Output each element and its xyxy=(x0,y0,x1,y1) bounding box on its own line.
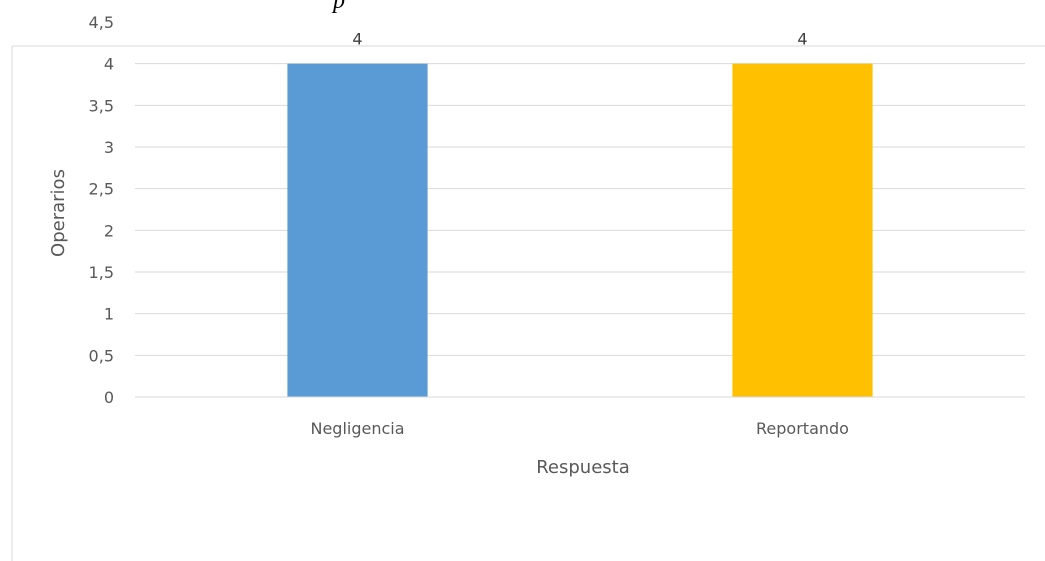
gridlines xyxy=(135,63,1025,398)
y-tick-label: 4 xyxy=(104,55,114,74)
bar-negligencia xyxy=(287,63,428,398)
y-tick-label: 4,5 xyxy=(89,13,114,32)
y-tick-label: 1 xyxy=(104,305,114,324)
bar-reportando xyxy=(732,63,873,398)
chart-title-fragment: p xyxy=(331,0,345,14)
y-tick-label: 0,5 xyxy=(89,346,114,365)
bars xyxy=(135,63,1025,398)
data-label: 4 xyxy=(352,30,362,49)
data-label: 4 xyxy=(797,30,807,49)
y-tick-label: 1,5 xyxy=(89,263,114,282)
x-tick-label: Negligencia xyxy=(310,419,404,438)
x-axis-title: Respuesta xyxy=(536,457,630,478)
y-tick-label: 0 xyxy=(104,388,114,407)
y-tick-label: 3 xyxy=(104,138,114,157)
x-tick-label: Reportando xyxy=(756,419,849,438)
x-axis-tick-labels: Negligencia Reportando xyxy=(310,419,848,438)
y-axis-tick-labels: 0 0,5 1 1,5 2 2,5 3 3,5 4 4,5 xyxy=(89,13,114,407)
y-tick-label: 3,5 xyxy=(89,96,114,115)
y-axis-title: Operarios xyxy=(48,169,69,257)
y-tick-label: 2 xyxy=(104,221,114,240)
y-tick-label: 2,5 xyxy=(89,180,114,199)
